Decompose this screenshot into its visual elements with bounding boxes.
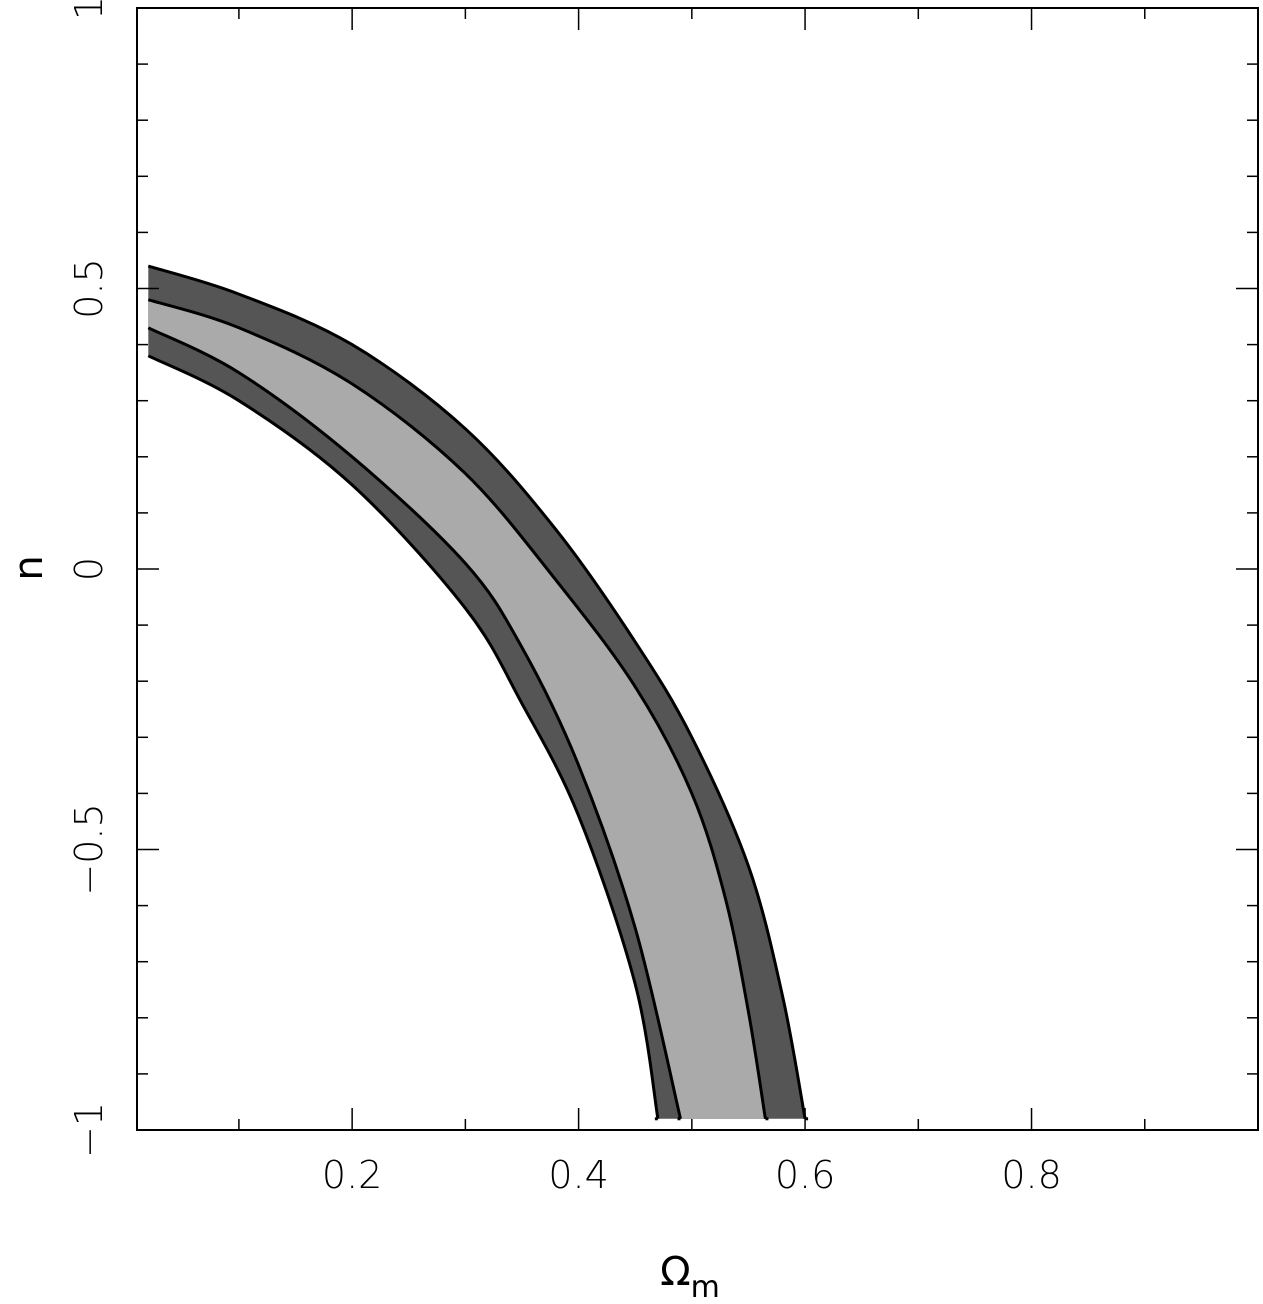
- inner-lower-contour: [147, 326, 682, 1120]
- x-tick-label: 0.2: [322, 1153, 382, 1197]
- y-tick-label: 1: [67, 0, 111, 20]
- x-tick-labels: 0.2 0.4 0.6 0.8: [322, 1153, 1062, 1197]
- y-axis-label: n: [6, 555, 52, 580]
- plot-frame: [136, 7, 1259, 1131]
- y-tick-label: −1: [67, 1102, 111, 1158]
- inner-confidence-region: [148, 299, 766, 1119]
- x-tick-label: 0.6: [775, 1153, 835, 1197]
- confidence-bands: [147, 264, 809, 1121]
- outer-lower-contour: [147, 354, 660, 1120]
- axis-ticks: [137, 7, 1259, 1131]
- y-tick-label: −0.5: [67, 803, 111, 895]
- y-tick-labels: −1 −0.5 0 0.5 1: [67, 0, 111, 1158]
- inner-upper-contour: [147, 298, 767, 1120]
- x-axis-label: Ωm: [660, 1249, 720, 1304]
- outer-upper-contour: [147, 264, 807, 1120]
- y-tick-label: 0: [67, 557, 111, 581]
- x-tick-label: 0.4: [548, 1153, 608, 1197]
- x-tick-label: 0.8: [1001, 1153, 1061, 1197]
- y-tick-label: 0.5: [67, 258, 111, 318]
